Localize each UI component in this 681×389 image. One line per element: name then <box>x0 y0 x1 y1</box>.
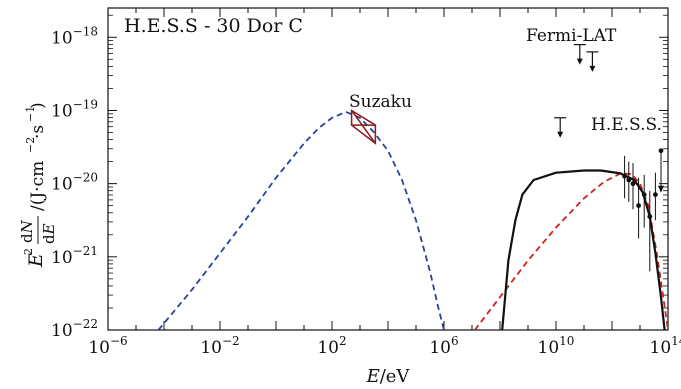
svg-text:−2: −2 <box>24 137 37 153</box>
y-tick-label: 10−22 <box>51 317 98 341</box>
y-tick-label: 10−18 <box>51 24 98 48</box>
x-tick-label: 106 <box>429 334 458 358</box>
x-tick-label: 10−2 <box>200 334 239 358</box>
hess-point <box>647 214 653 219</box>
hess-point <box>641 192 647 198</box>
model-curves <box>157 111 668 330</box>
svg-text:/(J·cm: /(J·cm <box>28 161 48 211</box>
fermi-upper-limit-arrow <box>576 58 583 65</box>
y-tick-labels: 10−22 10−21 10−20 10−19 10−18 <box>51 24 98 341</box>
x-tick-label: 1010 <box>538 334 575 358</box>
fermi-upper-limit-arrow <box>589 65 596 72</box>
hess-point <box>626 177 632 183</box>
chart-title: H.E.S.S - 30 Dor C <box>124 15 303 37</box>
hess-point <box>653 192 658 198</box>
plot-frame <box>107 7 669 331</box>
svg-text:−1: −1 <box>24 106 37 122</box>
y-axis-label: E 2 dN dE /(J·cm −2 ·s −1 ) <box>18 102 58 268</box>
svg-text:dE: dE <box>40 223 58 244</box>
x-tick-labels: 10−6 10−2 102 106 1010 1014 <box>88 334 681 358</box>
svg-text:2: 2 <box>22 248 35 255</box>
label-suzaku: Suzaku <box>349 92 412 112</box>
hess-upper-limit-arrow <box>658 185 664 193</box>
series-line-1 <box>157 111 445 330</box>
x-tick-label: 1014 <box>650 334 681 358</box>
svg-text:dN: dN <box>18 219 36 243</box>
x-axis-label: E/eV <box>366 366 411 387</box>
y-tick-label: 10−19 <box>51 97 98 121</box>
hess-point <box>630 181 636 187</box>
svg-text:): ) <box>28 102 48 109</box>
y-tick-label: 10−20 <box>51 171 98 195</box>
svg-text:·s: ·s <box>28 125 48 139</box>
series-line-3 <box>501 169 666 330</box>
x-tick-label: 10−6 <box>88 334 127 358</box>
svg-text:E: E <box>25 253 47 268</box>
hess-point <box>622 173 627 179</box>
x-tick-label: 102 <box>317 334 346 358</box>
suzaku-bowtie <box>350 109 377 145</box>
fermi-upper-limit-arrow <box>557 131 564 138</box>
hess-point <box>636 203 641 208</box>
data-markers <box>350 43 664 272</box>
y-tick-label: 10−21 <box>51 244 98 268</box>
label-hess: H.E.S.S. <box>591 115 662 135</box>
label-fermi: Fermi-LAT <box>526 26 617 46</box>
ticks <box>107 8 669 331</box>
suzaku-bowtie-diagonal <box>350 110 377 144</box>
